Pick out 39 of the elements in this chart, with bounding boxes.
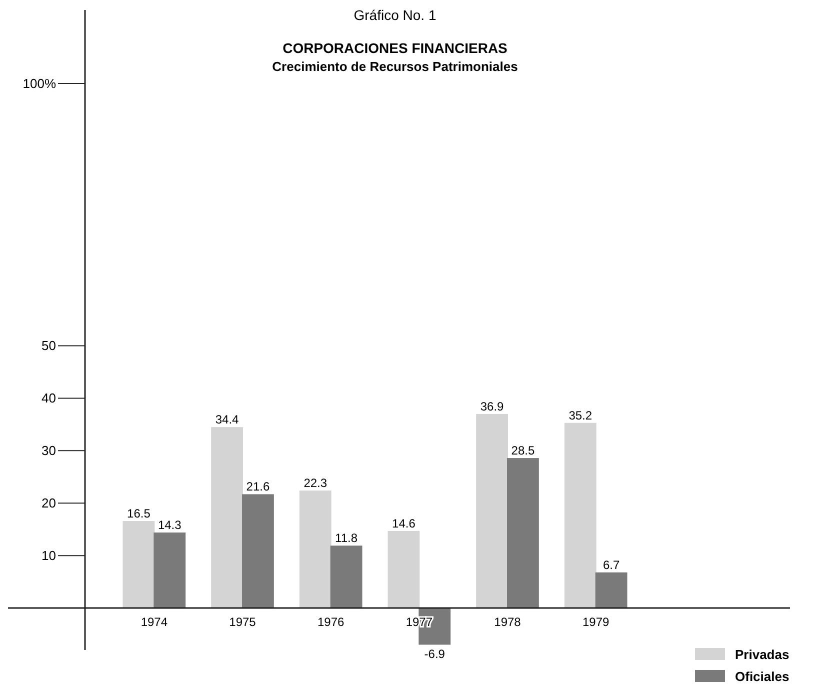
x-tick-label: 1974 (140, 615, 168, 630)
data-label: 35.2 (568, 408, 592, 422)
data-label: 6.7 (602, 558, 620, 572)
y-tick-label: 50 (42, 338, 56, 354)
x-tick-label: 1978 (494, 615, 522, 630)
y-tick-label: 30 (42, 443, 56, 458)
annotation: Gráfico No. 1 (354, 7, 436, 23)
bar (211, 427, 243, 609)
legend-label: Oficiales (735, 669, 790, 684)
bar (154, 532, 186, 609)
bar (388, 530, 420, 609)
data-label: 16.5 (127, 506, 151, 520)
data-label: 28.5 (511, 444, 535, 458)
data-label: 34.4 (215, 412, 240, 427)
data-label: 14.6 (392, 516, 416, 530)
bar (299, 490, 332, 609)
data-label: 14.3 (158, 518, 182, 532)
x-tick-label: 1979 (582, 615, 610, 630)
y-tick-label: 40 (42, 390, 56, 406)
bar (242, 494, 274, 609)
y-tick-label: 20 (42, 496, 56, 511)
bar (564, 422, 596, 609)
bar (507, 458, 539, 609)
y-tick-label: 100% (22, 76, 56, 91)
x-tick-label: 1976 (317, 615, 345, 630)
text: CORPORACIONES FINANCIERAS (282, 40, 508, 56)
bar (595, 572, 628, 609)
data-label: 22.3 (304, 476, 328, 490)
x-tick-label: 1975 (229, 615, 256, 630)
data-label: 21.6 (246, 480, 270, 494)
data-label: -6.9 (424, 647, 446, 662)
legend-label: Privadas (735, 647, 790, 662)
data-label: 11.8 (335, 531, 358, 546)
text: Crecimiento de Recursos Patrimoniales (272, 59, 518, 74)
data-label: 36.9 (480, 399, 504, 414)
y-tick-label: 10 (42, 548, 56, 564)
bar (476, 414, 508, 609)
bar (122, 520, 155, 609)
bar (330, 546, 362, 609)
